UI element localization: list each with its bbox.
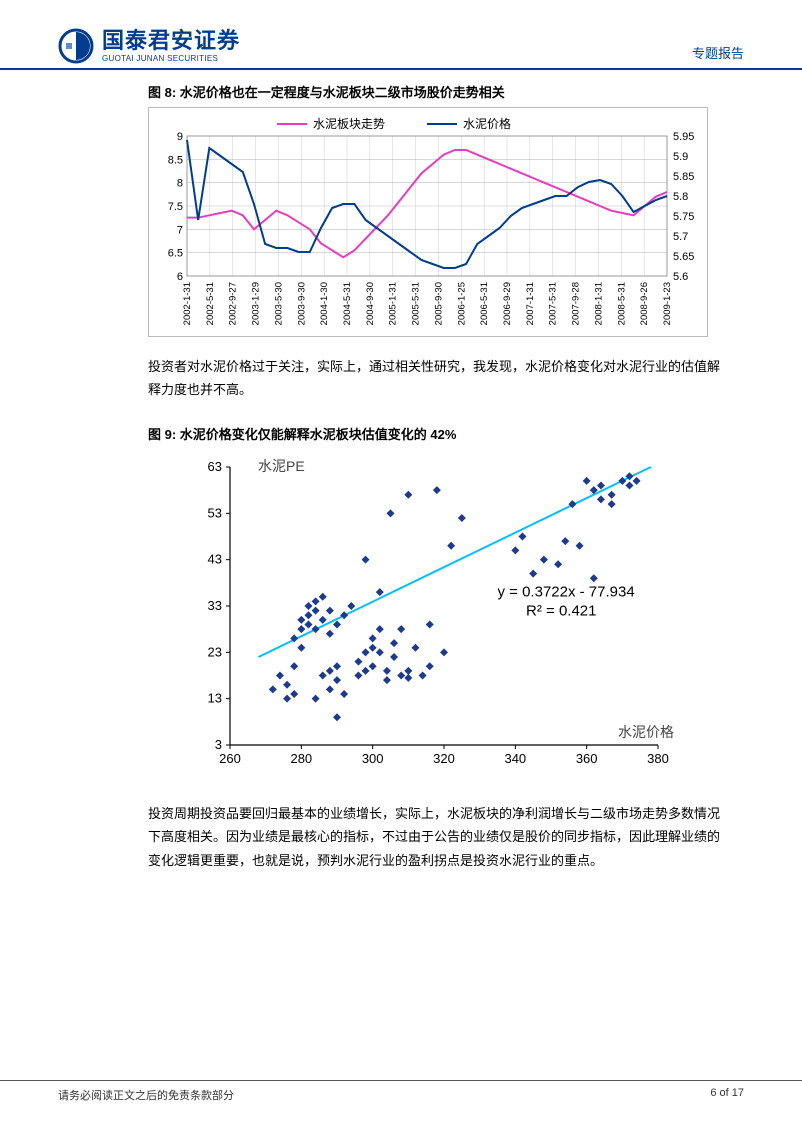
- svg-text:360: 360: [576, 751, 598, 766]
- logo-text-en: GUOTAI JUNAN SECURITIES: [102, 54, 240, 63]
- svg-text:2006-5-31: 2006-5-31: [479, 282, 490, 325]
- svg-text:2003-5-30: 2003-5-30: [273, 282, 284, 325]
- header-report-type: 专题报告: [692, 43, 744, 64]
- svg-text:23: 23: [208, 644, 222, 659]
- svg-text:6.5: 6.5: [168, 248, 183, 260]
- page-header: 国泰君安证券 GUOTAI JUNAN SECURITIES 专题报告: [0, 0, 802, 70]
- svg-text:2005-1-31: 2005-1-31: [388, 282, 399, 325]
- svg-text:280: 280: [290, 751, 312, 766]
- svg-text:7: 7: [177, 224, 183, 236]
- svg-text:2002-1-31: 2002-1-31: [182, 282, 193, 325]
- figure-9-title: 图 9: 水泥价格变化仅能解释水泥板块估值变化的 42%: [148, 424, 730, 443]
- svg-text:水泥价格: 水泥价格: [463, 116, 511, 131]
- svg-text:340: 340: [504, 751, 526, 766]
- footer-disclaimer: 请务必阅读正文之后的免责条款部分: [58, 1087, 234, 1103]
- svg-text:380: 380: [647, 751, 669, 766]
- svg-text:水泥PE: 水泥PE: [258, 458, 305, 474]
- svg-text:8: 8: [177, 178, 183, 190]
- svg-text:53: 53: [208, 505, 222, 520]
- figure-8-title: 图 8: 水泥价格也在一定程度与水泥板块二级市场股价走势相关: [148, 82, 730, 101]
- svg-text:2002-9-27: 2002-9-27: [228, 282, 239, 325]
- svg-text:320: 320: [433, 751, 455, 766]
- svg-text:2005-5-31: 2005-5-31: [411, 282, 422, 325]
- svg-text:13: 13: [208, 690, 222, 705]
- svg-text:260: 260: [219, 751, 241, 766]
- svg-text:9: 9: [177, 131, 183, 143]
- svg-text:2007-9-28: 2007-9-28: [571, 282, 582, 325]
- figure-8-chart: 6 6.5 7 7.5 8 8.5 9 5.6 5.65 5.7 5.75 5.8 5.85 5.9 5.9…: [148, 107, 708, 337]
- svg-text:2008-9-26: 2008-9-26: [639, 282, 650, 325]
- svg-text:5.75: 5.75: [673, 211, 694, 223]
- svg-text:2007-1-31: 2007-1-31: [525, 282, 536, 325]
- svg-text:y = 0.3722x - 77.934: y = 0.3722x - 77.934: [498, 584, 635, 601]
- svg-text:300: 300: [362, 751, 384, 766]
- svg-text:63: 63: [208, 459, 222, 474]
- svg-text:5.7: 5.7: [673, 231, 688, 243]
- logo-text-cn: 国泰君安证券: [102, 29, 240, 53]
- svg-text:2003-1-29: 2003-1-29: [251, 282, 262, 325]
- svg-text:水泥价格: 水泥价格: [618, 724, 674, 740]
- svg-text:33: 33: [208, 598, 222, 613]
- svg-text:2004-1-30: 2004-1-30: [319, 282, 330, 325]
- svg-text:水泥板块走势: 水泥板块走势: [313, 117, 385, 131]
- content-area: 图 8: 水泥价格也在一定程度与水泥板块二级市场股价走势相关 6 6.5 7 7.5 8…: [0, 70, 802, 872]
- svg-text:3: 3: [215, 737, 222, 752]
- svg-text:5.65: 5.65: [673, 251, 694, 263]
- svg-text:5.85: 5.85: [673, 171, 694, 183]
- svg-text:2005-9-30: 2005-9-30: [433, 282, 444, 325]
- svg-text:5.6: 5.6: [673, 271, 688, 283]
- paragraph-2: 投资周期投资品要回归最基本的业绩增长，实际上，水泥板块的净利润增长与二级市场走势…: [148, 802, 730, 872]
- svg-text:6: 6: [177, 271, 183, 283]
- logo-icon: [58, 28, 94, 64]
- company-logo: 国泰君安证券 GUOTAI JUNAN SECURITIES: [58, 28, 240, 64]
- svg-text:2002-5-31: 2002-5-31: [205, 282, 216, 325]
- svg-text:7.5: 7.5: [168, 201, 183, 213]
- svg-text:2008-1-31: 2008-1-31: [593, 282, 604, 325]
- svg-text:2006-1-25: 2006-1-25: [456, 282, 467, 325]
- page-footer: 请务必阅读正文之后的免责条款部分 6 of 17: [0, 1080, 802, 1103]
- svg-text:5.8: 5.8: [673, 191, 688, 203]
- svg-text:5.95: 5.95: [673, 131, 694, 143]
- svg-text:2009-1-23: 2009-1-23: [662, 282, 673, 325]
- svg-text:2004-9-30: 2004-9-30: [365, 282, 376, 325]
- svg-text:2008-5-31: 2008-5-31: [616, 282, 627, 325]
- paragraph-1: 投资者对水泥价格过于关注，实际上，通过相关性研究，我发现，水泥价格变化对水泥行业…: [148, 355, 730, 402]
- figure-9-chart: 3 13 23 33 43 53 63 260 280 300 320 340 360 380 水泥PE 水泥…: [178, 449, 678, 784]
- svg-text:8.5: 8.5: [168, 154, 183, 166]
- svg-text:2003-9-30: 2003-9-30: [296, 282, 307, 325]
- svg-text:43: 43: [208, 551, 222, 566]
- svg-text:2007-5-31: 2007-5-31: [548, 282, 559, 325]
- footer-page-number: 6 of 17: [710, 1087, 744, 1103]
- svg-text:2004-5-31: 2004-5-31: [342, 282, 353, 325]
- svg-text:R² = 0.421: R² = 0.421: [526, 602, 596, 619]
- svg-text:2006-9-29: 2006-9-29: [502, 282, 513, 325]
- svg-text:5.9: 5.9: [673, 151, 688, 163]
